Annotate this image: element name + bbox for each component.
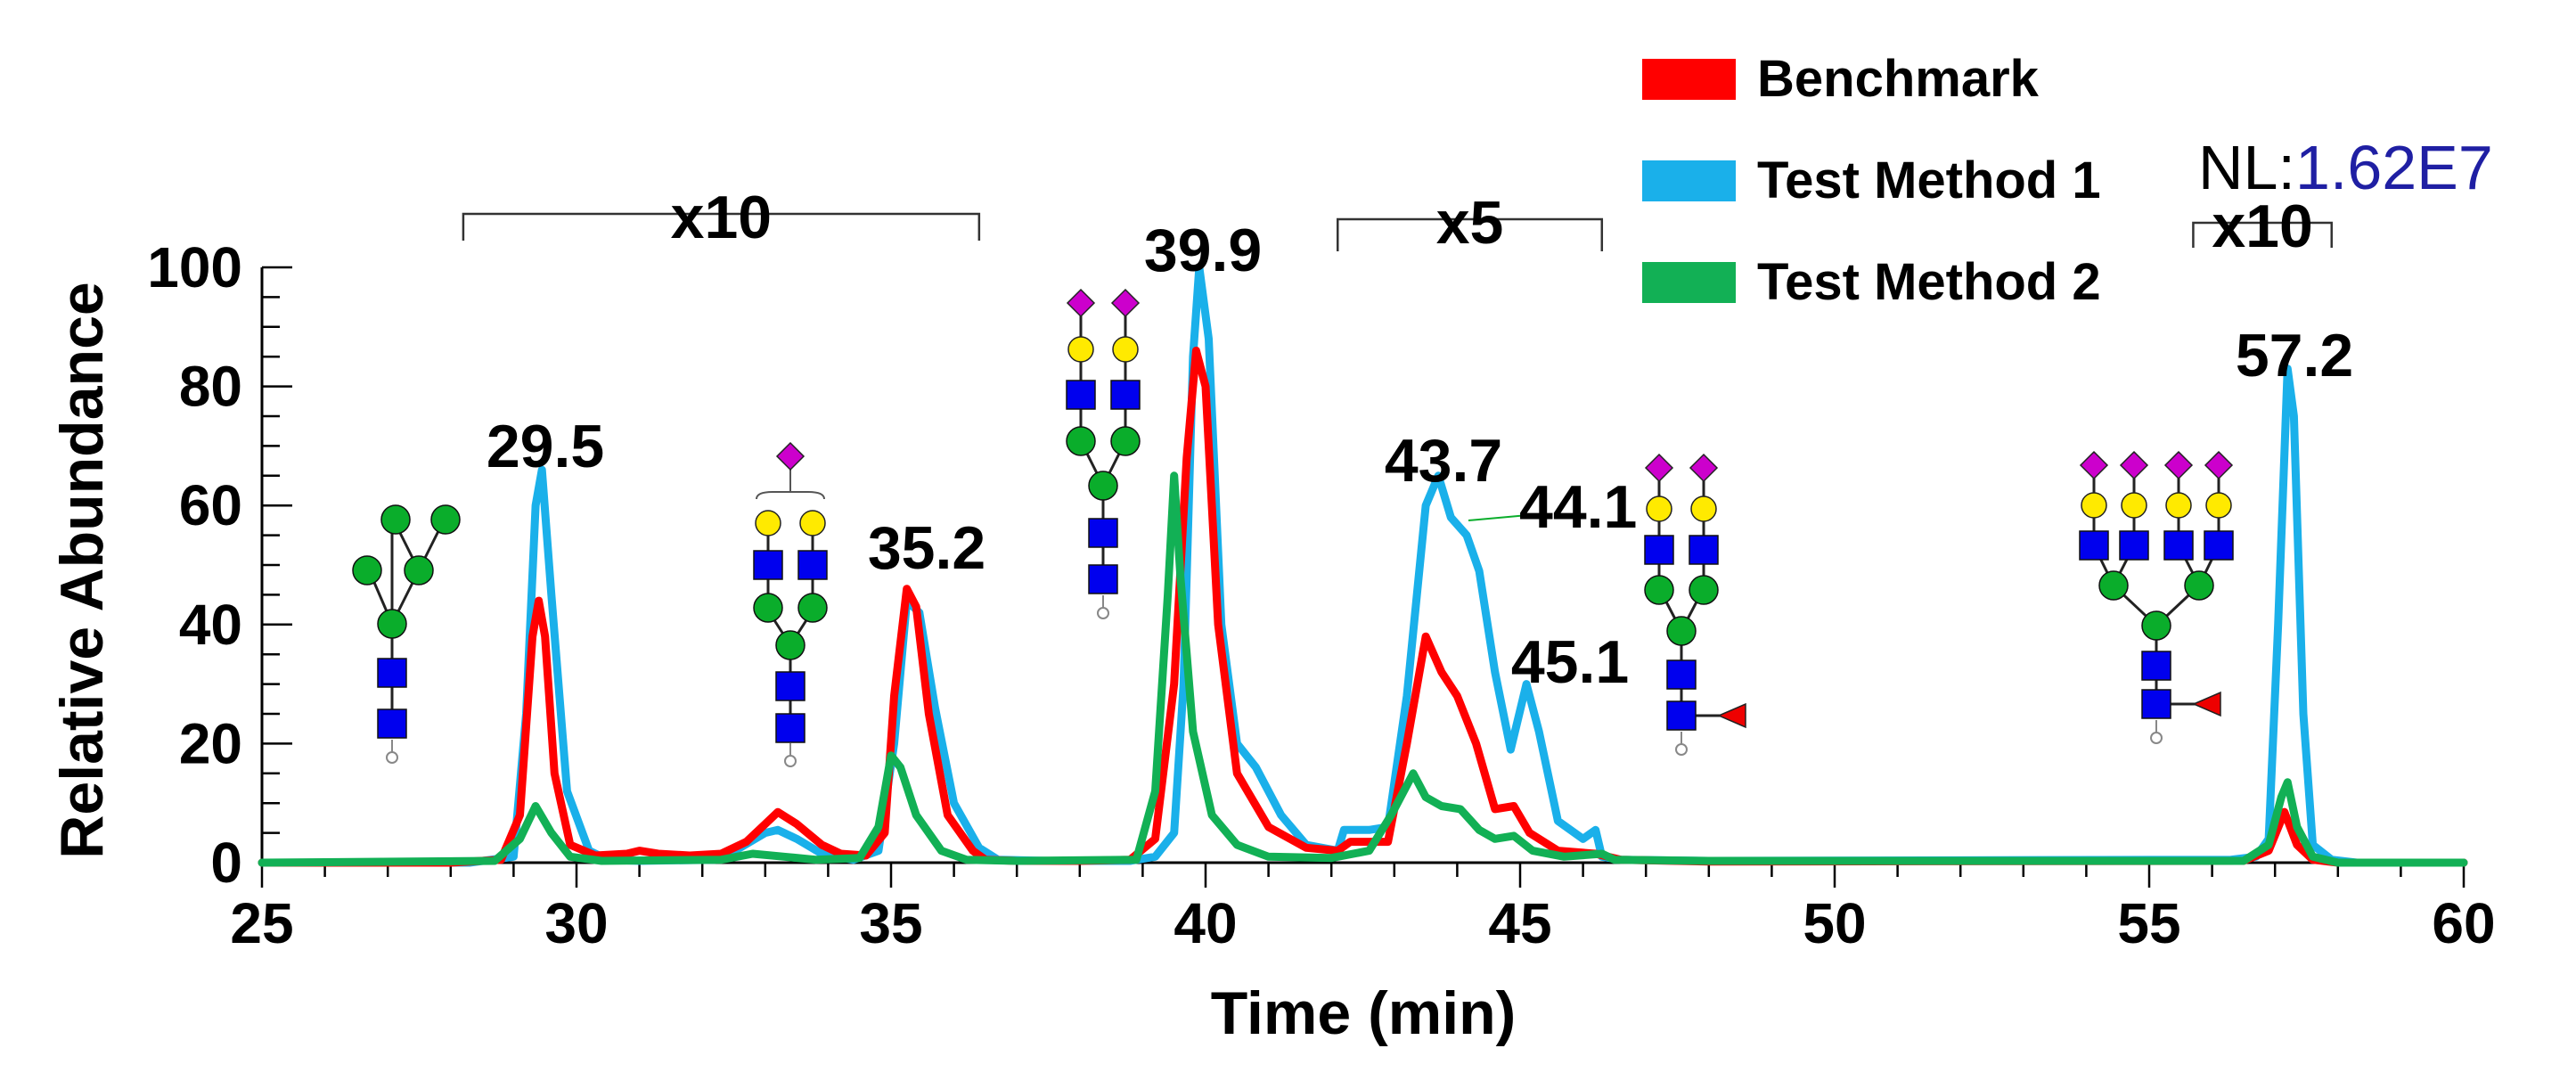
- scale-bracket-label: x10: [671, 184, 772, 251]
- x-tick-label: 35: [859, 891, 922, 955]
- y-tick-label: 0: [210, 831, 242, 895]
- y-tick-label: 80: [179, 355, 242, 419]
- scale-bracket-label: x5: [1436, 189, 1504, 257]
- y-tick-label: 60: [179, 473, 242, 537]
- x-tick-label: 40: [1174, 891, 1237, 955]
- peak-label-57-2: 57.2: [2236, 322, 2353, 389]
- x-tick-label: 55: [2117, 891, 2180, 955]
- axes: 0 20 40 60 80 100 25 30 35 40 45 50 55 60: [147, 235, 2495, 955]
- scale-bracket: x10: [462, 184, 981, 251]
- peak-label-43-7: 43.7: [1385, 427, 1502, 495]
- legend-item-benchmark: Benchmark: [1642, 50, 2040, 108]
- peak-label-45-1: 45.1: [1511, 628, 1629, 696]
- series-line-test-method-2: [258, 471, 2468, 867]
- series-layer: [258, 263, 2468, 867]
- legend-label-test-method-2: Test Method 2: [1757, 253, 2101, 311]
- y-tick-label: 20: [179, 711, 242, 775]
- normalization-level: NL:1.62E7: [2198, 133, 2493, 202]
- x-axis-ticks: 25 30 35 40 45 50 55 60: [230, 863, 2496, 955]
- legend-label-benchmark: Benchmark: [1757, 50, 2040, 108]
- normalization-value: 1.62E7: [2295, 133, 2493, 202]
- normalization-label: NL:: [2198, 133, 2295, 202]
- legend-item-test-method-2: Test Method 2: [1642, 253, 2101, 311]
- glycan-disialyl-biantennary-fucosylated-icon: [1644, 454, 1746, 756]
- y-tick-label: 100: [147, 235, 242, 299]
- glycan-disialyl-biantennary-icon: [1066, 289, 1141, 619]
- peak-leader-line: [1468, 514, 1529, 521]
- scale-bracket: x10: [2192, 192, 2333, 260]
- peak-label-35-2: 35.2: [868, 514, 985, 582]
- legend-label-test-method-1: Test Method 1: [1757, 152, 2101, 209]
- peak-labels: 29.5 35.2 39.9 43.7 44.1 45.1 57.2: [487, 217, 2353, 696]
- x-tick-label: 30: [544, 891, 608, 955]
- x-tick-label: 60: [2432, 891, 2495, 955]
- scale-bracket-label: x10: [2212, 192, 2312, 260]
- legend: Benchmark Test Method 1 Test Method 2: [1642, 50, 2101, 311]
- glycan-man5-icon: [352, 504, 461, 764]
- x-tick-label: 45: [1488, 891, 1551, 955]
- x-tick-label: 25: [230, 891, 293, 955]
- legend-item-test-method-1: Test Method 1: [1642, 152, 2101, 209]
- y-tick-label: 40: [179, 593, 242, 657]
- glycan-tetrasialyl-tetraantennary-fucosylated-icon: [2079, 451, 2234, 744]
- glycan-monosialyl-biantennary-icon: [753, 442, 828, 767]
- x-tick-label: 50: [1803, 891, 1866, 955]
- legend-swatch-benchmark: [1642, 59, 1736, 100]
- peak-label-44-1: 44.1: [1519, 473, 1637, 541]
- legend-swatch-test-method-2: [1642, 262, 1736, 303]
- legend-swatch-test-method-1: [1642, 160, 1736, 201]
- peak-label-39-9: 39.9: [1144, 217, 1262, 284]
- scale-brackets: x10 x5 x10: [462, 184, 2333, 260]
- peak-label-29-5: 29.5: [487, 413, 604, 480]
- y-axis-ticks: 0 20 40 60 80 100: [147, 235, 292, 895]
- scale-bracket: x5: [1337, 189, 1604, 257]
- y-axis-title: Relative Abundance: [48, 282, 116, 858]
- series-line-test-method-1: [258, 263, 2468, 867]
- x-axis-title: Time (min): [1211, 979, 1517, 1047]
